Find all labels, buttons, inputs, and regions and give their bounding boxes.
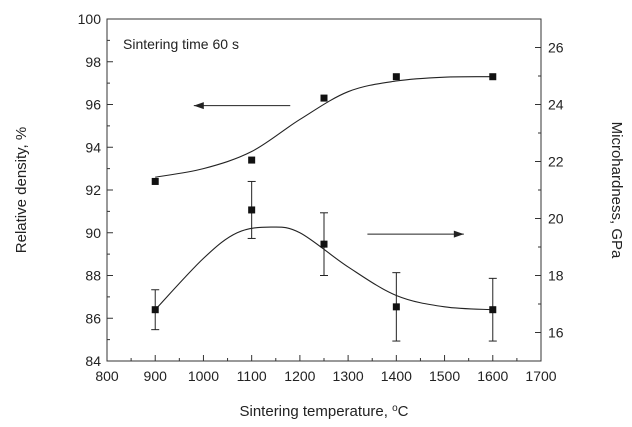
x-tick-label: 1500 <box>429 368 460 384</box>
x-tick-label: 900 <box>144 368 168 384</box>
hardness-data-point <box>489 306 497 314</box>
x-tick-label: 1000 <box>188 368 219 384</box>
curves-layer <box>154 76 493 311</box>
y-right-tick-label: 24 <box>548 97 564 113</box>
density-data-point <box>489 73 497 81</box>
hardness-data-point <box>248 206 256 214</box>
y-left-tick-label: 96 <box>85 97 101 113</box>
x-tick-label: 1400 <box>381 368 412 384</box>
y-left-tick-label: 88 <box>85 268 101 284</box>
x-axis-title-unit: C <box>398 403 409 420</box>
y-right-tick-label: 16 <box>548 325 564 341</box>
x-tick-label: 800 <box>95 368 119 384</box>
x-axis-title: Sintering temperature, oC <box>240 403 409 421</box>
density-data-point <box>320 94 328 102</box>
y-left-tick-label: 98 <box>85 54 101 70</box>
x-tick-label: 1700 <box>525 368 556 384</box>
x-tick-label: 1300 <box>333 368 364 384</box>
x-tick-label: 1200 <box>284 368 315 384</box>
x-tick-label: 1100 <box>237 368 267 384</box>
plot-frame <box>106 18 542 362</box>
points-layer <box>151 73 497 342</box>
y-axis-right-title: Microhardness, GPa <box>608 122 625 259</box>
hardness-data-point <box>151 306 159 314</box>
density-data-point <box>248 156 256 164</box>
annotation-text: Sintering time 60 s <box>123 36 239 52</box>
hardness-data-point <box>392 303 400 311</box>
y-left-tick-label: 100 <box>78 11 102 27</box>
y-right-tick-label: 22 <box>548 154 564 170</box>
hardness-axis-arrow-head <box>453 230 464 238</box>
y-axis-left-title: Relative density, % <box>13 127 30 253</box>
density-fit-curve <box>155 76 493 178</box>
y-left-tick-label: 94 <box>85 139 101 155</box>
y-right-tick-label: 26 <box>548 40 564 56</box>
y-right-tick-label: 18 <box>548 268 564 284</box>
y-left-tick-label: 84 <box>85 353 101 369</box>
x-axis-title-degree: o <box>392 403 398 414</box>
y-right-tick-label: 20 <box>548 211 564 227</box>
x-tick-label: 1600 <box>477 368 508 384</box>
hardness-fit-curve <box>154 226 493 311</box>
ticks-layer: 800 900 1000 1100 1200 1300 1400 1500 1600 1700 84… <box>78 11 564 384</box>
density-axis-arrow-head <box>193 102 204 110</box>
density-data-point <box>392 73 400 81</box>
y-left-tick-label: 92 <box>85 182 101 198</box>
y-left-tick-label: 90 <box>85 225 101 241</box>
hardness-data-point <box>320 240 328 248</box>
density-data-point <box>151 177 159 185</box>
y-left-tick-label: 86 <box>85 310 101 326</box>
